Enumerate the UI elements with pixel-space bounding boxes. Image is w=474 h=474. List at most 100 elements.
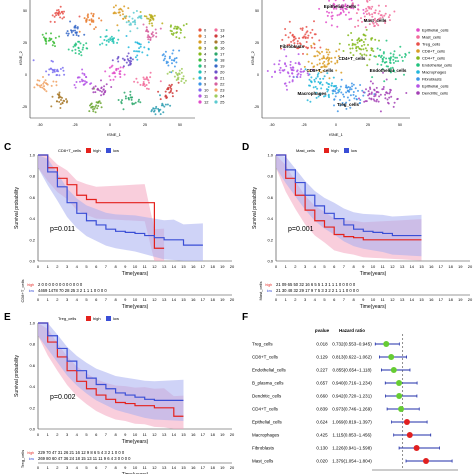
tsne-b-point [363, 53, 366, 56]
tsne-b-point [319, 46, 322, 49]
tsne-a-legend-label: 14 [220, 34, 225, 39]
tsne-b-point [350, 0, 353, 2]
km-xtick: 7 [105, 432, 108, 437]
km-xtick: 5 [85, 264, 88, 269]
tsne-b-point [311, 28, 314, 31]
tsne-a-legend-dot [214, 94, 218, 98]
tsne-a-point [50, 105, 53, 108]
tsne-b-point [396, 56, 398, 59]
km-xtick: 6 [333, 264, 336, 269]
tsne-a-point [149, 36, 152, 39]
tsne-a-legend-label: 4 [204, 52, 207, 57]
tsne-b-point [363, 43, 366, 46]
tsne-a-point [100, 94, 103, 97]
tsne-b-point [345, 84, 348, 87]
tsne-b-point [279, 66, 282, 69]
tsne-a-point [180, 77, 183, 80]
tsne-a-point [78, 49, 81, 52]
km-curve-high [38, 322, 184, 417]
tsne-a-point [101, 42, 104, 45]
tsne-b-point [373, 19, 376, 22]
tsne-a-point [137, 100, 140, 103]
tsne-a-legend-label: 15 [220, 40, 225, 45]
tsne-b-point [293, 42, 296, 45]
tsne-b-point [369, 86, 371, 89]
tsne-a-point [138, 47, 141, 50]
tsne-b-point [357, 89, 359, 92]
tsne-b-point [312, 42, 315, 45]
tsne-b-point [379, 93, 382, 96]
tsne-a-point [167, 64, 170, 67]
tsne-a-point [94, 111, 97, 114]
tsne-a-point [126, 55, 129, 58]
tsne-a-point [58, 100, 61, 103]
tsne-b-point [306, 36, 309, 39]
tsne-b-point [315, 91, 318, 94]
km-risk-xtick: 13 [400, 297, 405, 302]
tsne-b-point [375, 86, 378, 89]
km-risk-xtick: 8 [114, 297, 117, 302]
tsne-b-point [350, 32, 353, 34]
km-risk-xtick: 17 [201, 297, 206, 302]
km-xtick: 10 [133, 432, 138, 437]
tsne-a-point [105, 39, 108, 42]
tsne-a-point [184, 79, 187, 82]
tsne-b-point [366, 0, 368, 2]
tsne-b-point [289, 66, 292, 69]
tsne-a-point [154, 107, 157, 110]
tsne-b-point [298, 37, 301, 40]
tsne-a-legend-label: 20 [220, 70, 225, 75]
tsne-b-point [377, 100, 380, 103]
tsne-b-point [357, 24, 360, 27]
tsne-b-point [379, 48, 382, 51]
forest-row-name: Macrophages [252, 433, 280, 438]
tsne-b-point [288, 81, 291, 84]
tsne-b-point [405, 92, 408, 94]
tsne-b-point [381, 68, 384, 71]
tsne-b-point [342, 9, 345, 12]
tsne-a-ytick: -25 [22, 105, 27, 109]
km-risk-xtick: 0 [37, 465, 40, 470]
tsne-b-point [330, 24, 333, 27]
tsne-b-point [384, 22, 387, 24]
tsne-a-legend-dot [198, 70, 202, 74]
tsne-a-legend-label: 23 [220, 88, 225, 93]
tsne-a-point [66, 30, 69, 33]
tsne-b-legend-label: Mast_cells [422, 35, 441, 40]
tsne-b-point [388, 92, 391, 95]
tsne-a-point [169, 90, 172, 93]
tsne-a-point [123, 5, 126, 8]
tsne-a-point [119, 76, 122, 78]
tsne-a-point [177, 81, 180, 84]
tsne-a-point [116, 57, 119, 60]
tsne-a-point [131, 102, 134, 105]
tsne-a-point [85, 42, 88, 45]
forest-row-pvalue: 0.657 [316, 381, 328, 386]
tsne-a-point [57, 14, 60, 16]
tsne-b-point [341, 4, 344, 7]
tsne-a-point [105, 83, 108, 86]
tsne-a-point [127, 20, 130, 23]
tsne-a-legend-dot [214, 76, 218, 80]
tsne-b-point [307, 74, 310, 77]
tsne-a-point [139, 45, 142, 48]
tsne-b-point [341, 7, 344, 10]
tsne-a-point [143, 78, 146, 81]
km-xtick: 9 [124, 432, 127, 437]
tsne-a-point [141, 51, 144, 54]
tsne-b-point [300, 68, 303, 71]
tsne-a-point [163, 57, 166, 60]
tsne-a-point [179, 31, 182, 34]
km-xtick: 18 [448, 264, 453, 269]
forest-row-pvalue: 0.839 [316, 407, 328, 412]
tsne-b-legend-label: Dendritic_cells [422, 91, 448, 96]
tsne-b-point [370, 7, 373, 10]
km-ylabel: Survival probability [252, 187, 258, 229]
tsne-a-point [151, 109, 153, 111]
tsne-b-point [373, 88, 376, 91]
tsne-a-point [85, 75, 87, 78]
tsne-a-legend-dot [198, 46, 202, 50]
tsne-a-point [74, 42, 77, 45]
tsne-a-point [116, 24, 119, 27]
